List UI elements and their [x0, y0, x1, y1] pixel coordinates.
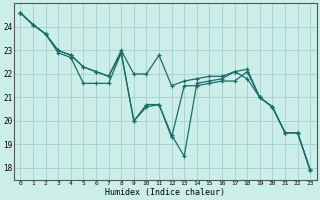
X-axis label: Humidex (Indice chaleur): Humidex (Indice chaleur) — [105, 188, 225, 197]
